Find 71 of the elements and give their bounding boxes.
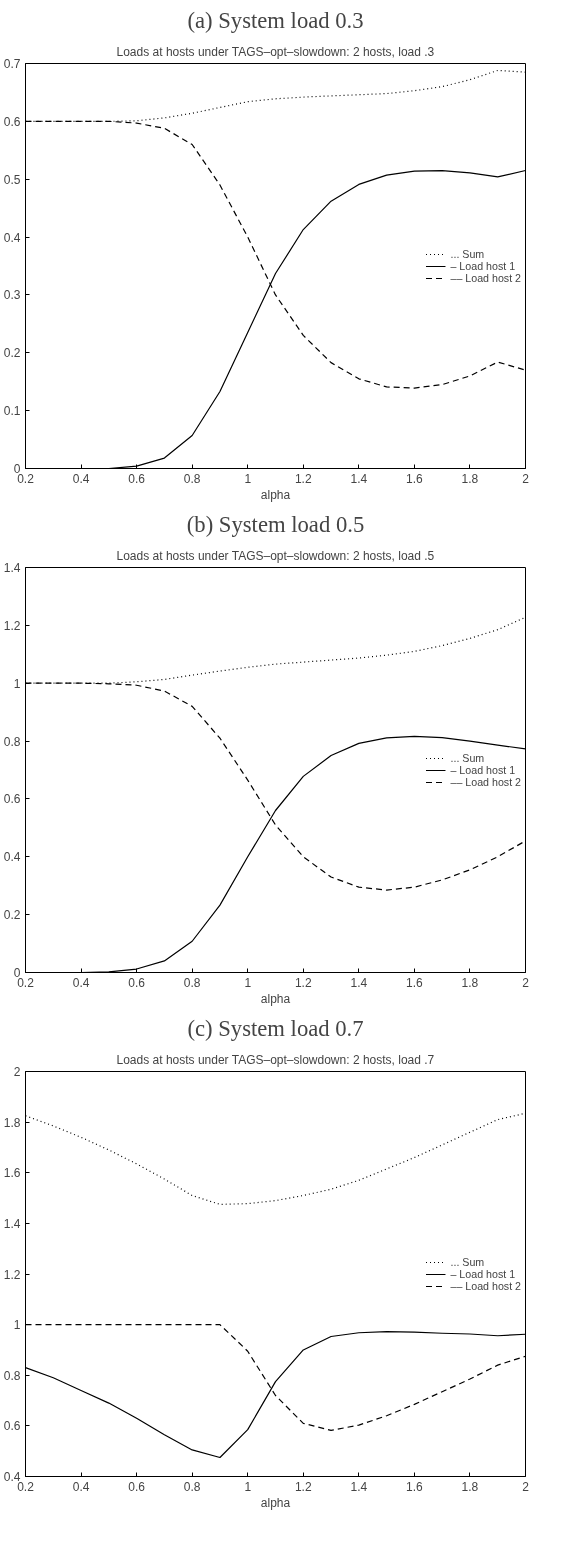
x-tick-label: 0.8 (183, 1479, 201, 1494)
x-tick-label: 0.8 (183, 975, 201, 990)
chart-subtitle: Loads at hosts under TAGS–opt–slowdown: 2 hosts, load .3 (116, 44, 435, 59)
x-tick-label: 1.2 (294, 471, 312, 486)
x-tick-label: 1.4 (350, 471, 368, 486)
y-tick-label: 0.4 (3, 230, 21, 245)
y-tick-label: 1.4 (3, 1216, 21, 1231)
x-tick-label: 0.6 (128, 1479, 146, 1494)
y-tick-label: 2 (13, 1065, 21, 1079)
x-tick-label: 1 (244, 975, 252, 990)
x-tick-label: 1.6 (406, 1479, 424, 1494)
x-tick-label: 0.6 (128, 471, 146, 486)
y-tick-label: 1.8 (3, 1115, 21, 1130)
legend-label: –– Load host 2 (450, 271, 521, 284)
chart-subtitle: Loads at hosts under TAGS–opt–slowdown: 2 hosts, load .7 (116, 1052, 435, 1067)
x-tick-label: 1 (244, 471, 252, 486)
chart-title: (b) System load 0.5 (186, 511, 365, 537)
x-axis-title: alpha (260, 991, 291, 1006)
x-tick-label: 1.6 (406, 975, 424, 990)
legend-label: – Load host 1 (450, 763, 516, 776)
y-tick-label: 0 (13, 462, 21, 476)
x-axis-title: alpha (260, 1495, 291, 1510)
legend-label: ... Sum (450, 1255, 485, 1268)
chart-subtitle: Loads at hosts under TAGS–opt–slowdown: 2 hosts, load .5 (116, 548, 435, 563)
y-tick-label: 0.2 (3, 908, 21, 923)
legend-label: ... Sum (450, 751, 485, 764)
x-axis-title: alpha (260, 487, 291, 502)
y-tick-label: 0.8 (3, 734, 21, 749)
y-tick-label: 0.6 (3, 792, 21, 807)
y-tick-label: 1.6 (3, 1166, 21, 1181)
legend-label: –– Load host 2 (450, 775, 521, 788)
x-tick-label: 0.6 (128, 975, 146, 990)
legend-label: – Load host 1 (450, 259, 516, 272)
y-tick-label: 1.2 (3, 618, 21, 633)
x-tick-label: 2 (522, 471, 530, 486)
x-tick-label: 0.8 (183, 471, 201, 486)
legend-label: ... Sum (450, 247, 485, 260)
y-tick-label: 1 (13, 676, 21, 691)
x-tick-label: 1.8 (461, 975, 479, 990)
legend-label: –– Load host 2 (450, 1279, 521, 1292)
y-tick-label: 0.4 (3, 850, 21, 865)
line-series (25, 1112, 526, 1205)
y-tick-label: 0.2 (3, 346, 21, 361)
x-tick-label: 1.6 (406, 471, 424, 486)
y-tick-label: 0.1 (3, 404, 21, 419)
y-tick-label: 1 (13, 1318, 21, 1333)
x-tick-label: 1.4 (350, 975, 368, 990)
y-tick-label: 0.3 (3, 288, 21, 303)
x-tick-label: 1.2 (294, 1479, 312, 1494)
chart-title: (a) System load 0.3 (187, 7, 364, 33)
x-tick-label: 1 (244, 1479, 252, 1494)
y-tick-label: 0.8 (3, 1368, 21, 1383)
x-tick-label: 0.4 (72, 471, 90, 486)
legend-label: – Load host 1 (450, 1267, 516, 1280)
x-tick-label: 1.8 (461, 1479, 479, 1494)
chart-title: (c) System load 0.7 (187, 1015, 364, 1041)
y-tick-label: 0 (13, 966, 21, 980)
x-tick-label: 2 (522, 975, 530, 990)
y-tick-label: 0.5 (3, 172, 21, 187)
x-tick-label: 1.2 (294, 975, 312, 990)
y-tick-label: 0.6 (3, 1419, 21, 1434)
y-tick-label: 0.6 (3, 114, 21, 129)
y-tick-label: 0.4 (3, 1470, 21, 1484)
y-tick-label: 0.7 (3, 57, 21, 71)
x-tick-label: 1.8 (461, 471, 479, 486)
y-tick-label: 1.4 (3, 561, 21, 575)
y-tick-label: 1.2 (3, 1267, 21, 1282)
x-tick-label: 0.4 (72, 975, 90, 990)
x-tick-label: 1.4 (350, 1479, 368, 1494)
x-tick-label: 2 (522, 1479, 530, 1494)
x-tick-label: 0.4 (72, 1479, 90, 1494)
